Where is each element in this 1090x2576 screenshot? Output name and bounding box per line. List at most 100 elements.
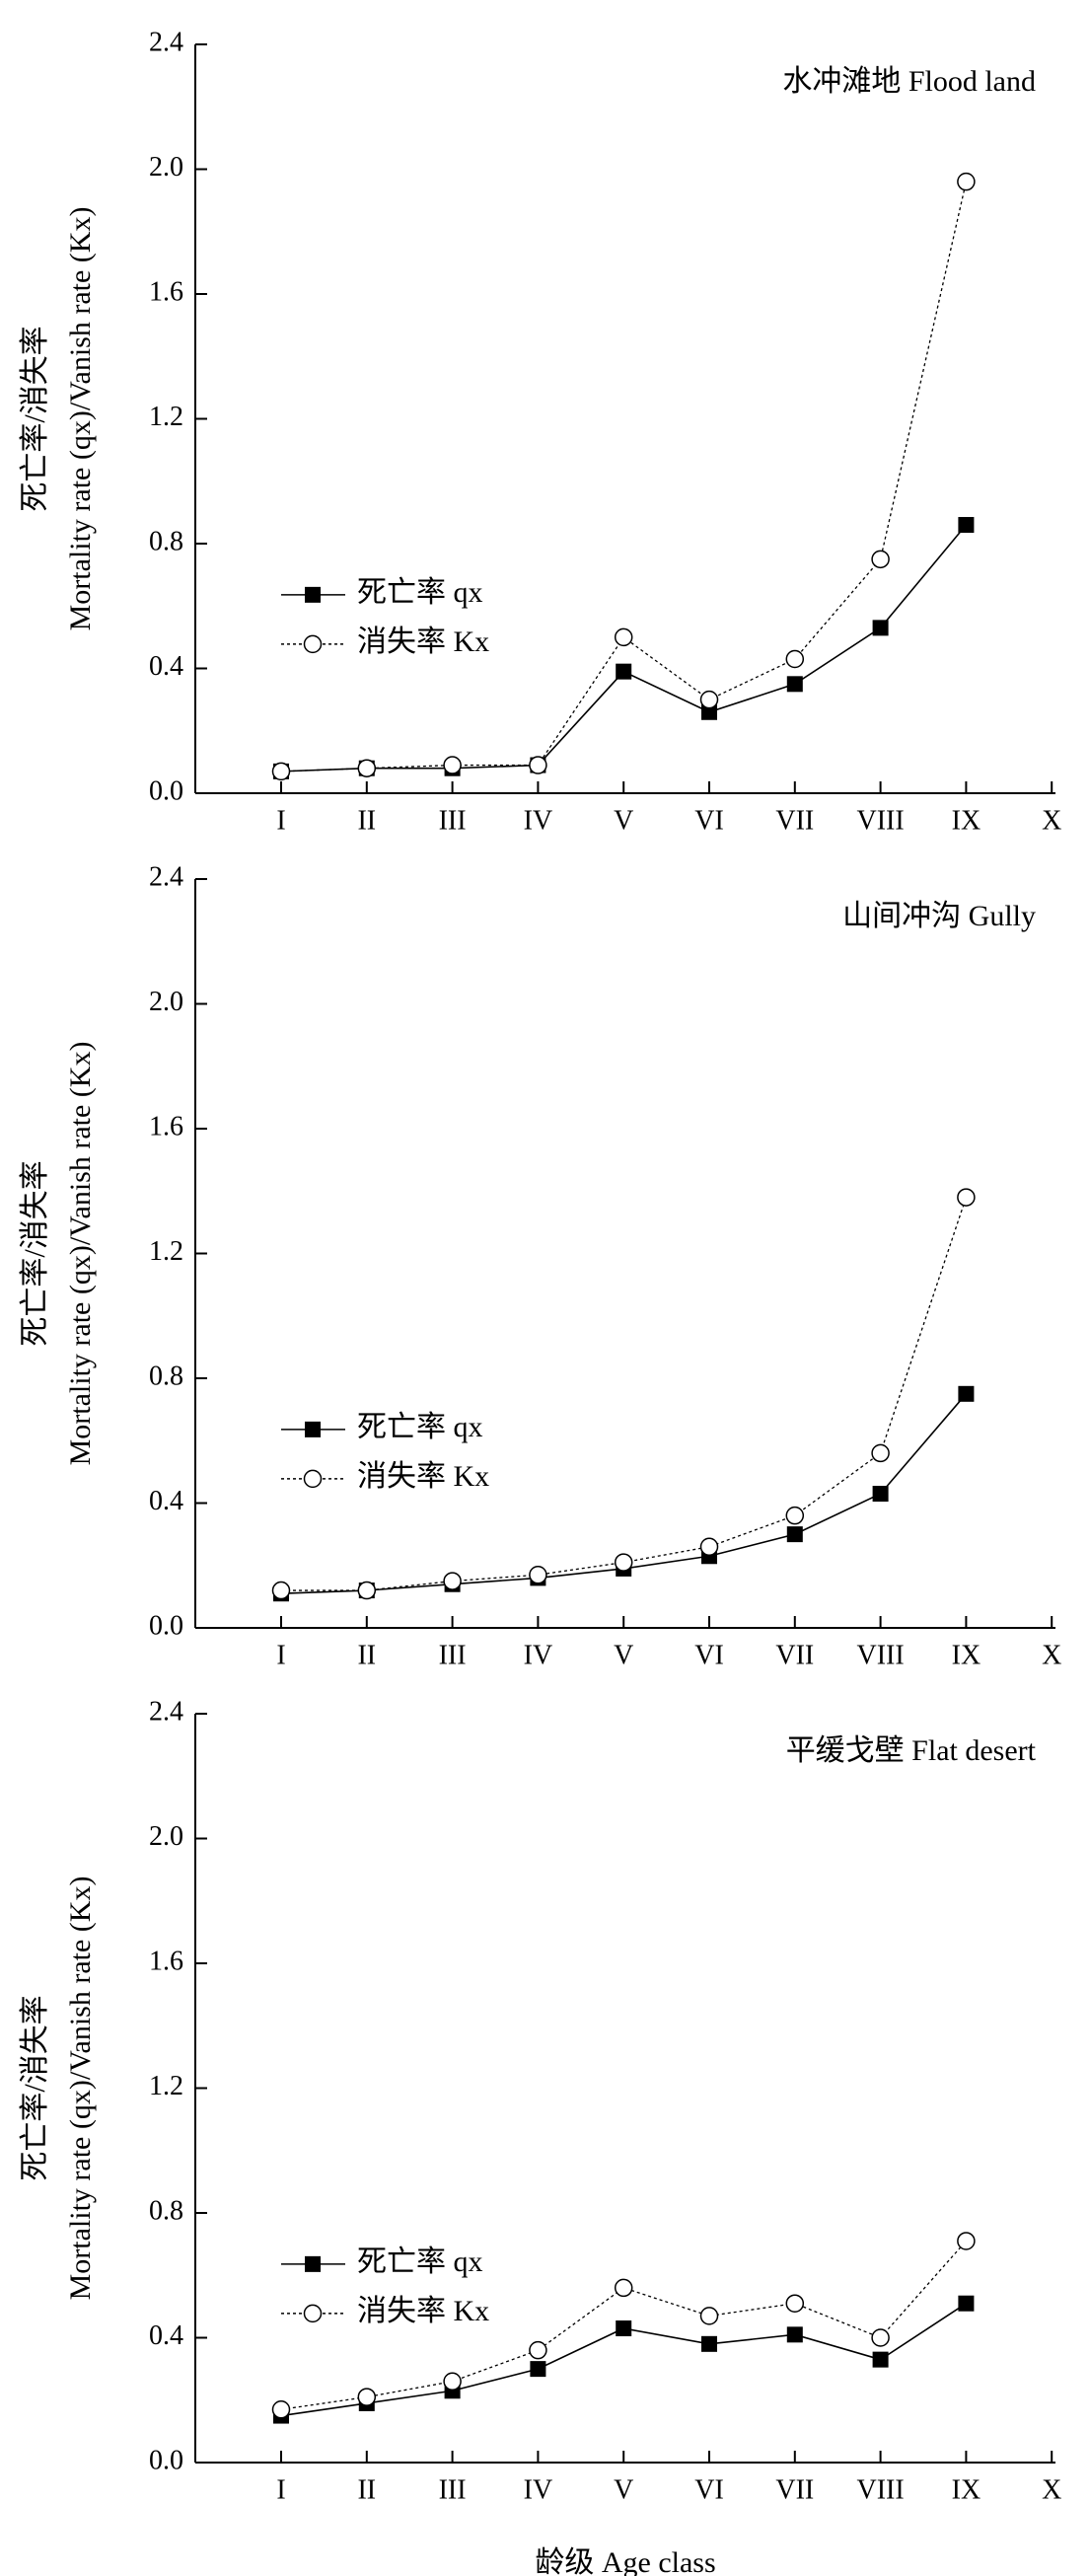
x-tick-label: IV xyxy=(524,805,553,836)
marker xyxy=(357,1581,377,1600)
marker xyxy=(957,1188,976,1207)
legend-marker xyxy=(303,1469,323,1489)
marker xyxy=(786,2326,803,2343)
legend-label: 死亡率 qx xyxy=(357,576,483,609)
legend-label: 消失率 Kx xyxy=(357,626,489,658)
marker xyxy=(443,756,462,774)
x-tick-label: VI xyxy=(694,2474,724,2505)
x-tick-label: VIII xyxy=(856,2474,904,2505)
marker xyxy=(872,2351,889,2368)
y-tick-label: 2.0 xyxy=(149,987,183,1017)
marker xyxy=(957,172,976,191)
marker xyxy=(443,1572,462,1590)
x-tick-label: IX xyxy=(952,2474,981,2505)
marker xyxy=(271,2399,291,2419)
marker xyxy=(271,762,291,781)
x-tick-label: X xyxy=(1042,2474,1061,2505)
legend-marker xyxy=(303,634,323,654)
marker xyxy=(701,703,717,720)
x-tick-label: II xyxy=(357,1640,376,1670)
y-tick-label: 0.4 xyxy=(149,651,183,682)
marker xyxy=(530,2361,546,2378)
marker xyxy=(616,2320,632,2337)
marker xyxy=(785,649,805,669)
legend-label: 消失率 Kx xyxy=(357,2295,489,2327)
marker xyxy=(785,1506,805,1525)
y-tick-label: 1.6 xyxy=(149,1946,183,1976)
y-tick-label: 2.0 xyxy=(149,152,183,183)
y-tick-label: 2.4 xyxy=(149,861,183,892)
legend-marker xyxy=(305,1421,321,1437)
legend-label: 消失率 Kx xyxy=(357,1460,489,1493)
y-tick-label: 2.4 xyxy=(149,1696,183,1727)
x-tick-label: I xyxy=(276,805,285,836)
x-tick-label: X xyxy=(1042,1640,1061,1670)
legend-marker xyxy=(305,586,321,603)
y-axis-label: 死亡率/消失率 xyxy=(19,326,51,511)
x-tick-label: VII xyxy=(775,805,814,836)
y-tick-label: 0.8 xyxy=(149,526,183,556)
x-tick-label: IV xyxy=(524,2474,553,2505)
y-axis-label: Mortality rate (qx)/Vanish rate (Kx) xyxy=(64,1042,97,1466)
y-tick-label: 0.4 xyxy=(149,1486,183,1516)
y-tick-label: 0.8 xyxy=(149,1361,183,1391)
series-line xyxy=(280,182,968,773)
marker xyxy=(871,2328,890,2347)
y-axis-label: Mortality rate (qx)/Vanish rate (Kx) xyxy=(64,1877,97,2301)
x-tick-label: II xyxy=(357,2474,376,2505)
x-tick-label: IV xyxy=(524,1640,553,1670)
marker xyxy=(614,1553,633,1572)
x-tick-label: III xyxy=(439,805,467,836)
y-tick-label: 0.0 xyxy=(149,1610,183,1641)
marker xyxy=(614,2278,633,2298)
y-tick-label: 0.4 xyxy=(149,2320,183,2351)
y-tick-label: 2.0 xyxy=(149,1821,183,1852)
y-tick-label: 1.6 xyxy=(149,1111,183,1141)
x-tick-label: V xyxy=(614,1640,633,1670)
legend-label: 死亡率 qx xyxy=(357,2245,483,2278)
x-tick-label: II xyxy=(357,805,376,836)
marker xyxy=(699,690,719,709)
marker xyxy=(958,517,975,534)
marker xyxy=(871,550,890,569)
marker xyxy=(699,2307,719,2325)
marker xyxy=(786,1526,803,1543)
marker xyxy=(529,2340,547,2360)
y-axis-label: 死亡率/消失率 xyxy=(19,1995,51,2180)
x-tick-label: VI xyxy=(694,1640,724,1670)
marker xyxy=(872,1486,889,1503)
x-tick-label: V xyxy=(614,2474,633,2505)
marker xyxy=(958,1385,975,1402)
marker xyxy=(958,2295,975,2312)
x-tick-label: IX xyxy=(952,805,981,836)
x-tick-label: III xyxy=(439,1640,467,1670)
x-tick-label: VIII xyxy=(856,805,904,836)
x-tick-label: V xyxy=(614,805,633,836)
marker xyxy=(786,676,803,693)
chart-title: 山间冲沟 Gully xyxy=(842,900,1036,932)
marker xyxy=(616,663,632,680)
x-tick-label: VII xyxy=(775,1640,814,1670)
marker xyxy=(529,1565,547,1584)
marker xyxy=(785,2294,805,2313)
y-axis-label: Mortality rate (qx)/Vanish rate (Kx) xyxy=(64,207,97,631)
y-tick-label: 2.4 xyxy=(149,27,183,57)
marker xyxy=(614,627,633,647)
y-tick-label: 1.2 xyxy=(149,2071,183,2101)
x-tick-label: III xyxy=(439,2474,467,2505)
x-tick-label: IX xyxy=(952,1640,981,1670)
legend-marker xyxy=(305,2255,321,2272)
marker xyxy=(872,620,889,636)
marker xyxy=(699,1537,719,1557)
legend-label: 死亡率 qx xyxy=(357,1411,483,1443)
marker xyxy=(701,2335,717,2352)
y-tick-label: 0.0 xyxy=(149,775,183,806)
y-axis-label: 死亡率/消失率 xyxy=(19,1160,51,1346)
marker xyxy=(357,2388,377,2406)
legend-marker xyxy=(303,2304,323,2323)
y-tick-label: 0.8 xyxy=(149,2195,183,2226)
x-tick-label: VII xyxy=(775,2474,814,2505)
chart-title: 平缓戈壁 Flat desert xyxy=(786,1734,1037,1767)
x-tick-label: VI xyxy=(694,805,724,836)
marker xyxy=(443,2372,462,2392)
